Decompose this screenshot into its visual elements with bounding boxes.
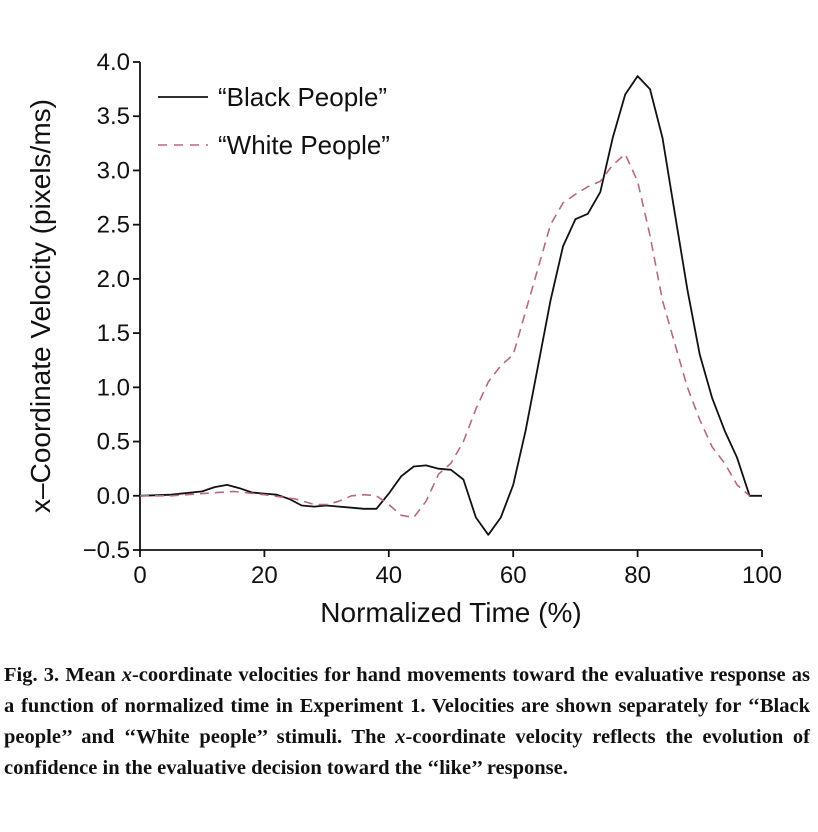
- legend-label-black-people: “Black People”: [218, 82, 387, 112]
- y-axis-title: x–Coordinate Velocity (pixels/ms): [25, 99, 56, 513]
- y-tick-label: 0.0: [97, 483, 130, 510]
- y-axis-ticks: −0.5 0.0 0.5 1.0 1.5 2.0 2.5 3.0 3.5 4.0: [83, 49, 140, 564]
- caption-italic-x-2: x: [395, 726, 406, 748]
- y-tick-label: 3.5: [97, 103, 130, 130]
- y-tick-label: 1.5: [97, 320, 130, 347]
- caption-text-part-3: -coordinate velocity reflects the evolut…: [4, 726, 810, 779]
- velocity-line-chart: −0.5 0.0 0.5 1.0 1.5 2.0 2.5 3.0 3.5 4.0 0 20 40 60 8…: [25, 49, 782, 628]
- series-line-1: [140, 153, 751, 519]
- axes: [139, 62, 762, 551]
- y-tick-label: 3.0: [97, 157, 130, 184]
- x-tick-label: 20: [251, 562, 278, 589]
- x-tick-label: 100: [742, 562, 782, 589]
- y-tick-label: −0.5: [83, 537, 130, 564]
- figure-caption: Fig. 3. Mean x-coordinate velocities for…: [4, 660, 810, 784]
- caption-text-part-1: Mean: [59, 664, 122, 686]
- x-tick-label: 0: [133, 562, 146, 589]
- y-tick-label: 2.5: [97, 212, 130, 239]
- x-tick-label: 60: [500, 562, 527, 589]
- series-line-0: [139, 75, 762, 536]
- x-axis-title: Normalized Time (%): [320, 597, 581, 628]
- y-tick-label: 4.0: [97, 49, 130, 76]
- x-axis-ticks: 0 20 40 60 80 100: [133, 550, 782, 589]
- y-tick-label: 1.0: [97, 374, 130, 401]
- caption-figure-label: Fig. 3.: [4, 664, 60, 686]
- x-tick-label: 80: [624, 562, 651, 589]
- caption-italic-x-1: x: [121, 664, 132, 686]
- legend: “Black People” “White People”: [158, 82, 390, 160]
- y-tick-label: 0.5: [97, 429, 130, 456]
- series-layer: [139, 75, 762, 536]
- y-tick-label: 2.0: [97, 266, 130, 293]
- caption-text-part-2: -coordinate velocities for hand movement…: [4, 664, 811, 748]
- x-tick-label: 40: [375, 562, 402, 589]
- legend-label-white-people: “White People”: [218, 130, 390, 160]
